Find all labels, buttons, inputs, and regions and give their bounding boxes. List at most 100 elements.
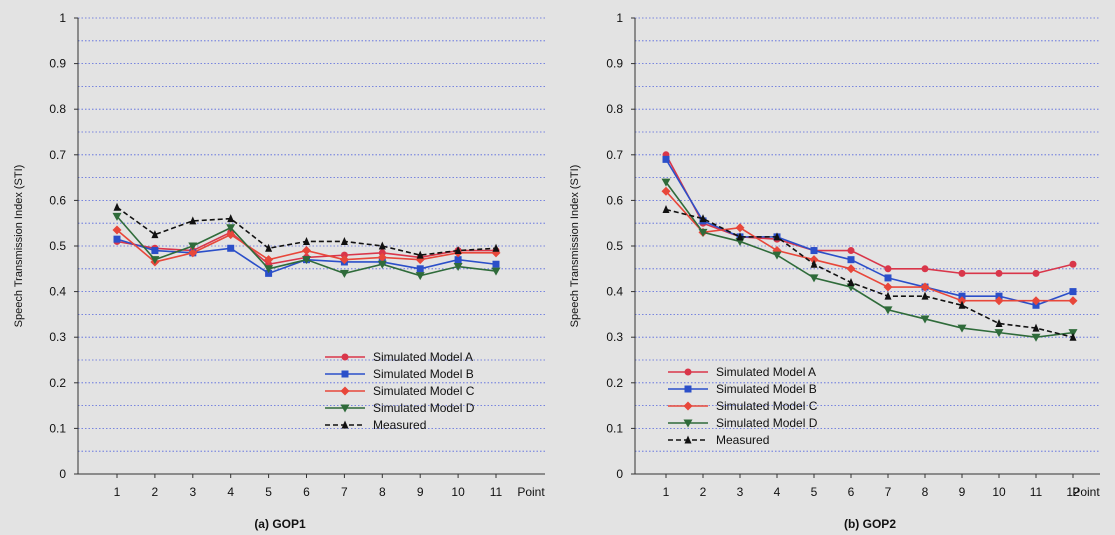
data-point: [847, 247, 855, 255]
data-point: [302, 246, 311, 256]
data-point: [377, 260, 387, 269]
data-point: [265, 269, 273, 277]
data-point: [1069, 332, 1077, 341]
data-point: [341, 353, 349, 361]
data-point: [662, 205, 670, 214]
data-point: [884, 265, 892, 273]
series-line: [665, 190, 1073, 302]
series-simulated-model-c: [661, 186, 1078, 306]
data-point: [340, 404, 350, 413]
data-point: [341, 420, 349, 429]
data-point: [1069, 260, 1077, 268]
y-tick-label: 0.2: [49, 376, 66, 390]
y-tick-label: 0.3: [606, 330, 623, 344]
x-tick-label: 3: [189, 485, 196, 499]
x-unit-label: Point: [517, 485, 545, 499]
series-simulated-model-d: [112, 212, 501, 281]
data-point: [227, 214, 235, 223]
y-tick-label: 0.7: [606, 148, 623, 162]
data-point: [1069, 288, 1077, 296]
data-point: [492, 243, 500, 252]
y-tick-label: 0.6: [49, 193, 66, 207]
x-tick-label: 2: [152, 485, 159, 499]
data-point: [378, 241, 386, 250]
data-point: [1031, 296, 1041, 306]
x-tick-label: 4: [227, 485, 234, 499]
data-point: [994, 329, 1004, 338]
x-tick-label: 8: [379, 485, 386, 499]
data-point: [995, 319, 1003, 328]
data-point: [921, 265, 929, 273]
data-point: [661, 186, 671, 196]
y-tick-label: 0.4: [49, 285, 66, 299]
data-point: [303, 236, 310, 245]
legend-label: Simulated Model C: [716, 399, 818, 413]
data-point: [736, 232, 744, 241]
series-line: [665, 208, 1074, 338]
data-point: [227, 244, 235, 252]
data-point: [265, 243, 273, 252]
data-point: [809, 274, 819, 283]
data-point: [113, 202, 121, 211]
data-point: [684, 368, 692, 376]
y-tick-label: 0.5: [606, 239, 623, 253]
y-tick-label: 0: [59, 467, 66, 481]
x-tick-label: 10: [451, 485, 465, 499]
legend-label: Simulated Model A: [373, 350, 473, 364]
y-tick-label: 0.5: [49, 239, 66, 253]
data-point: [1032, 301, 1040, 309]
data-point: [810, 259, 818, 268]
data-point: [920, 315, 930, 324]
data-point: [994, 296, 1004, 306]
data-point: [810, 247, 818, 255]
chart-caption: (a) GOP1: [254, 517, 306, 531]
y-tick-label: 0: [616, 467, 623, 481]
data-point: [847, 277, 855, 286]
x-tick-label: 2: [700, 485, 707, 499]
data-point: [883, 282, 893, 292]
data-point: [773, 232, 781, 241]
legend-label: Simulated Model D: [716, 416, 818, 430]
data-point: [112, 212, 122, 221]
series-line: [665, 181, 1074, 339]
x-tick-label: 3: [737, 485, 744, 499]
data-point: [921, 291, 929, 300]
data-point: [847, 256, 855, 264]
data-point: [188, 248, 198, 258]
data-point: [188, 242, 198, 251]
data-point: [264, 255, 274, 265]
data-point: [454, 246, 462, 255]
series-line: [665, 154, 1074, 275]
data-point: [339, 269, 349, 278]
y-tick-label: 0.6: [606, 193, 623, 207]
y-tick-label: 1: [59, 11, 66, 25]
x-tick-label: 6: [303, 485, 310, 499]
data-point: [226, 230, 236, 240]
data-point: [995, 269, 1003, 277]
data-point: [377, 252, 387, 262]
data-point: [491, 267, 501, 276]
legend-label: Measured: [716, 433, 769, 447]
legend-label: Simulated Model B: [373, 367, 474, 381]
y-tick-label: 0.7: [49, 148, 66, 162]
x-tick-label: 1: [663, 485, 670, 499]
series-simulated-model-c: [112, 225, 501, 267]
chart-gop1: 00.10.20.30.40.50.60.70.80.911 2 3 4 5 6 7 8 9 10…: [13, 11, 545, 531]
data-point: [113, 235, 121, 243]
data-point: [957, 324, 967, 333]
data-point: [846, 264, 856, 274]
x-tick-label: 7: [885, 485, 892, 499]
data-point: [151, 247, 159, 255]
legend-label: Measured: [373, 418, 426, 432]
series-measured: [113, 202, 500, 259]
x-tick-label: 7: [341, 485, 348, 499]
x-tick-label: 9: [417, 485, 424, 499]
data-point: [340, 236, 348, 245]
data-point: [772, 251, 782, 260]
data-point: [1032, 323, 1040, 332]
data-point: [492, 260, 500, 268]
data-point: [416, 250, 424, 259]
y-axis-label: Speech Transmission Index (STI): [13, 165, 25, 328]
y-tick-label: 0.3: [49, 330, 66, 344]
